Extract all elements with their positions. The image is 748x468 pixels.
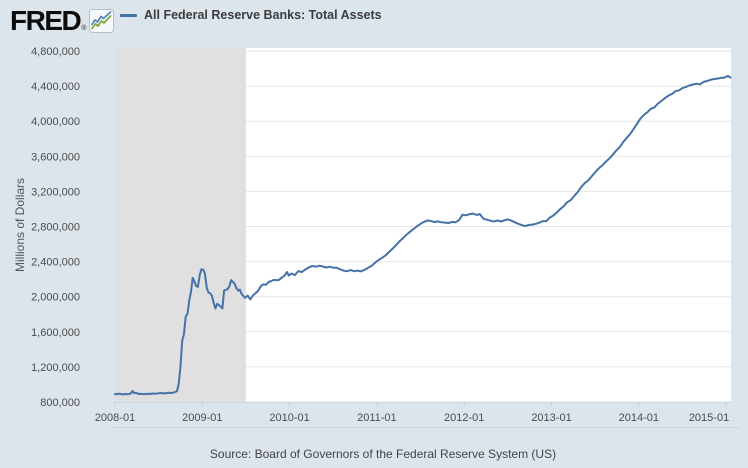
y-tick-label: 2,800,000	[31, 222, 80, 234]
y-tick-label: 4,000,000	[31, 116, 80, 128]
y-tick-label: 2,400,000	[31, 257, 80, 269]
fred-sparkline-icon	[89, 9, 115, 33]
x-tick-label: 2013-01	[531, 412, 571, 424]
fred-logo-text: FRED	[10, 5, 82, 36]
x-tick-label: 2011-01	[357, 412, 397, 424]
y-tick-label: 4,400,000	[31, 81, 80, 93]
source-citation: Source: Board of Governors of the Federa…	[209, 447, 557, 461]
fred-logo[interactable]: FRED ®	[10, 5, 115, 36]
legend-series-label: All Federal Reserve Banks: Total Assets	[144, 8, 382, 22]
y-tick-label: 1,200,000	[31, 362, 80, 374]
y-tick-label: 3,600,000	[31, 151, 80, 163]
y-tick-label: 2,000,000	[31, 292, 80, 304]
x-tick-label: 2010-01	[269, 412, 309, 424]
data-line	[114, 74, 732, 396]
y-tick-label: 1,600,000	[31, 327, 80, 339]
y-axis-title: Millions of Dollars	[13, 177, 27, 273]
recession-shading	[115, 48, 246, 402]
x-tick-label: 2008-01	[95, 412, 135, 424]
y-tick-label: 800,000	[40, 397, 80, 409]
x-tick-label: 2012-01	[444, 412, 484, 424]
chart-header: FRED ®	[10, 5, 115, 36]
legend-line-swatch	[120, 13, 137, 17]
registered-trademark: ®	[81, 25, 87, 32]
chart-legend[interactable]: All Federal Reserve Banks: Total Assets	[120, 0, 382, 30]
y-tick-label: 3,200,000	[31, 186, 80, 198]
y-tick-label: 4,800,000	[31, 46, 80, 58]
x-tick-label: 2014-01	[619, 412, 659, 424]
x-tick-label: 2009-01	[182, 412, 222, 424]
x-tick-label: 2015-01	[689, 412, 729, 424]
